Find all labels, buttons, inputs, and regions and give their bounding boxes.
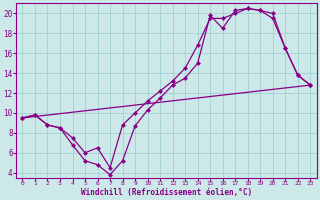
X-axis label: Windchill (Refroidissement éolien,°C): Windchill (Refroidissement éolien,°C) — [81, 188, 252, 197]
